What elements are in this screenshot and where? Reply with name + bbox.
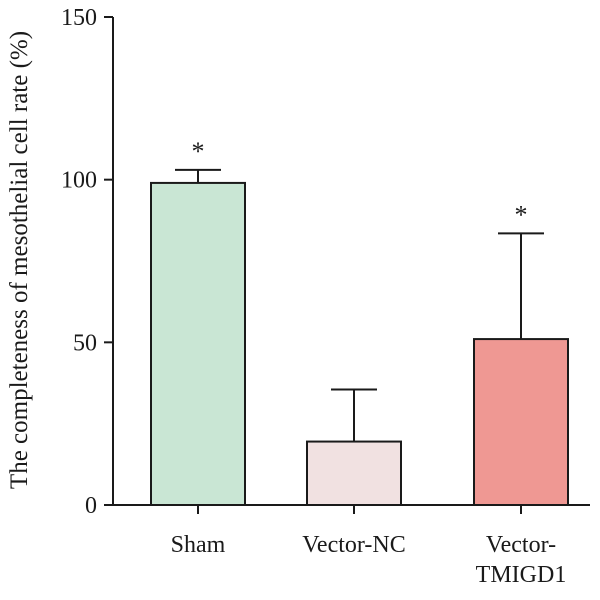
bar-vector-tmigd1 [473,338,569,506]
y-tick-label: 150 [61,5,97,31]
x-category-label: Vector-NC [302,532,406,558]
bar-sham [150,181,246,506]
y-tick-label: 50 [73,330,97,356]
x-category-label: TMIGD1 [476,562,567,588]
y-tick-label: 100 [61,168,97,194]
error-bars-group [175,168,544,442]
x-category-label: Vector- [486,532,556,558]
bars-group [150,181,569,506]
y-tick-label: 0 [85,493,97,519]
significance-marker: * [515,200,528,229]
y-axis-label: The completeness of mesothelial cell rat… [6,31,33,489]
significance-marker: * [192,137,205,166]
labels-group: * Sham Vector-NC * Vector- TMIGD1 [171,137,567,588]
bar-vector-nc [306,440,402,506]
x-category-label: Sham [171,532,226,558]
